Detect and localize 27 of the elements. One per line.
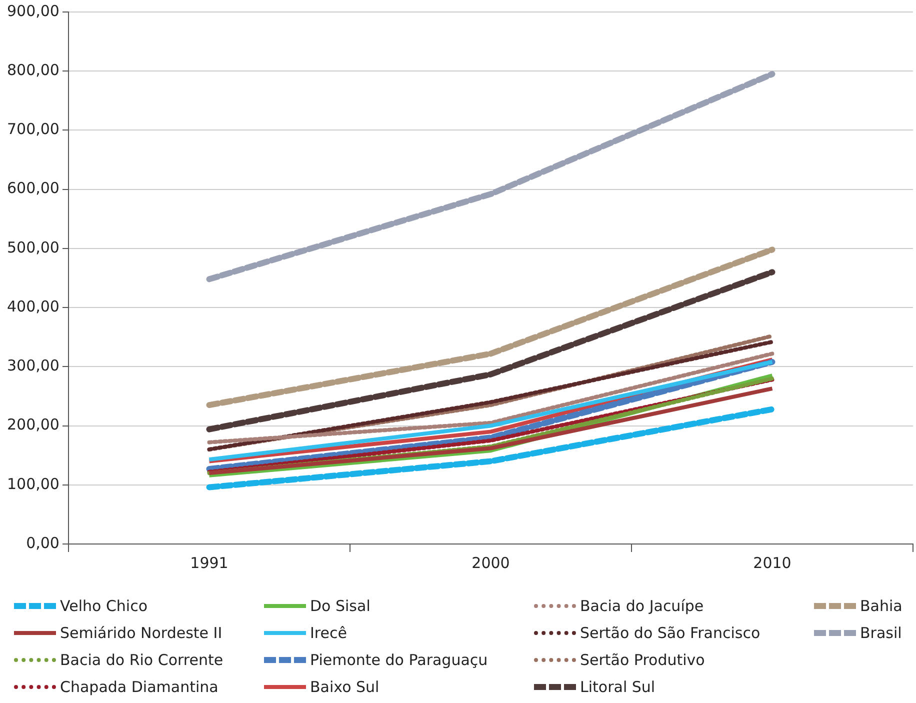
- legend-label: Velho Chico: [60, 596, 148, 614]
- y-tick-label: 200,00: [6, 416, 60, 434]
- y-tick-label: 0,00: [26, 534, 60, 552]
- legend-label: Sertão do São Francisco: [580, 624, 760, 642]
- legend-label: Baixo Sul: [310, 678, 380, 696]
- y-tick-label: 900,00: [6, 2, 60, 20]
- x-tick-label: 1991: [190, 554, 228, 572]
- x-tick-label: 2000: [472, 554, 510, 572]
- y-tick-label: 300,00: [6, 356, 60, 375]
- legend-label: Do Sisal: [310, 596, 370, 614]
- legend-label: Litoral Sul: [580, 678, 656, 696]
- y-tick-label: 600,00: [6, 179, 60, 198]
- legend-label: Brasil: [860, 624, 902, 642]
- legend-label: Chapada Diamantina: [60, 678, 218, 696]
- x-tick-label: 2010: [753, 554, 792, 572]
- y-tick-label: 400,00: [6, 297, 60, 316]
- y-tick-label: 100,00: [6, 474, 60, 493]
- legend-label: Semiárido Nordeste II: [60, 624, 222, 642]
- legend-label: Bacia do Rio Corrente: [60, 650, 224, 668]
- legend-label: Bahia: [860, 596, 902, 614]
- legend-label: Sertão Produtivo: [580, 650, 705, 668]
- y-tick-label: 500,00: [6, 238, 60, 256]
- legend-label: Bacia do Jacuípe: [580, 596, 704, 614]
- y-tick-label: 800,00: [6, 61, 60, 79]
- y-tick-label: 700,00: [6, 120, 60, 138]
- legend-label: Irecê: [310, 624, 347, 642]
- legend-label: Piemonte do Paraguaçu: [310, 650, 488, 668]
